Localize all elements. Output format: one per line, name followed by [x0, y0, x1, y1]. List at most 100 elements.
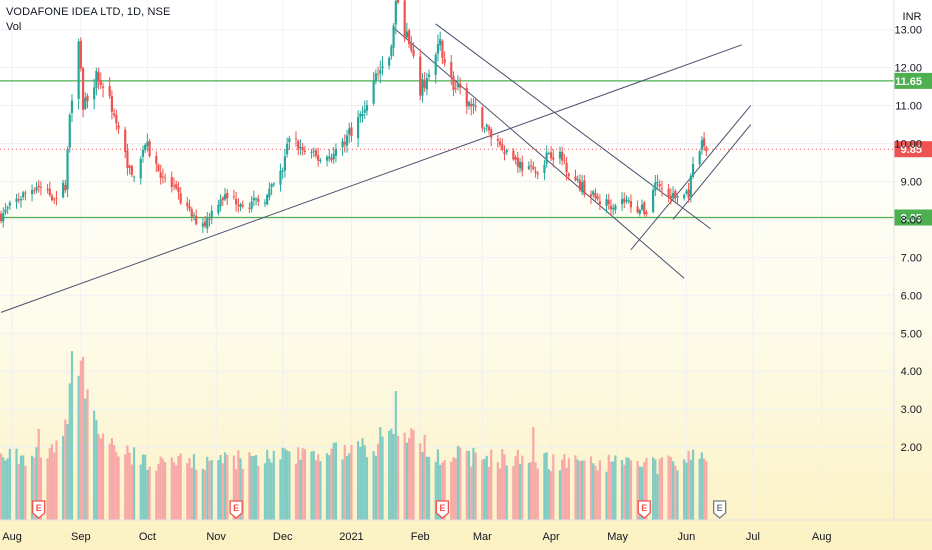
volume-bar	[552, 454, 555, 520]
volume-bar	[470, 466, 473, 520]
candle-body	[161, 176, 165, 178]
candle-body	[126, 150, 129, 168]
candle-body	[332, 153, 335, 160]
volume-bar	[30, 455, 34, 520]
candle	[408, 28, 411, 49]
candle	[625, 195, 628, 204]
candle	[700, 136, 704, 155]
candle-body	[516, 157, 519, 167]
volume-bar	[132, 447, 136, 520]
candle-body	[157, 164, 160, 172]
volume-bar	[589, 456, 593, 520]
candle	[689, 173, 692, 203]
volume-bar	[6, 458, 9, 520]
volume-bar	[206, 456, 209, 520]
volume-bar	[643, 462, 646, 520]
volume-bar	[372, 451, 375, 520]
candle	[24, 190, 27, 201]
volume-bar	[465, 450, 468, 520]
candle	[99, 72, 102, 90]
volume-bar	[170, 457, 173, 520]
time-axis[interactable]: Aug Sep Oct Nov Dec 2021 Feb Mar Apr May Jun Jul Aug	[0, 519, 932, 543]
candle	[532, 161, 535, 171]
earnings-marker: E	[435, 500, 450, 519]
time-tick-label: Nov	[206, 531, 226, 543]
candle	[561, 146, 564, 166]
volume-bar	[130, 464, 133, 520]
candle-body	[607, 199, 610, 205]
candle-body	[48, 188, 51, 196]
volume-bar	[50, 444, 54, 520]
volume-bar	[84, 398, 87, 520]
candle	[583, 175, 586, 198]
volume-bar	[250, 456, 253, 520]
volume-bar	[319, 461, 322, 520]
candle-body	[359, 113, 362, 117]
volume-bar	[472, 447, 475, 520]
price-tick-label: 5.00	[901, 328, 922, 340]
trend-lines[interactable]	[0, 23, 752, 313]
candle	[319, 158, 322, 164]
volume-bar	[303, 448, 306, 520]
candle	[425, 72, 428, 96]
candle	[210, 205, 213, 225]
candle	[317, 147, 320, 167]
candle-body	[128, 165, 131, 168]
volume-bar	[283, 448, 287, 520]
volume-bar	[208, 461, 211, 520]
volume-bar	[596, 470, 599, 520]
volume-bar	[629, 460, 633, 520]
candle	[676, 194, 679, 204]
volume-bar	[683, 459, 686, 520]
candle-body	[652, 190, 655, 212]
candle	[8, 200, 11, 210]
candle-body	[195, 216, 198, 225]
candle-body	[452, 76, 455, 90]
candle-body	[79, 40, 82, 69]
volume-bar	[190, 467, 193, 520]
volume-bar	[22, 455, 25, 520]
candle	[279, 163, 282, 192]
volume-bar	[115, 452, 118, 520]
candle-body	[503, 151, 506, 155]
candle	[609, 199, 613, 216]
volume-bar	[64, 419, 67, 520]
candle-body	[17, 199, 20, 201]
candle-body	[113, 113, 116, 116]
candle-body	[30, 190, 34, 194]
earnings-marker-shape	[637, 500, 651, 519]
candle-body	[235, 199, 238, 205]
candle-body	[66, 149, 69, 190]
candle	[623, 192, 626, 209]
volume-bar	[671, 461, 675, 520]
volume-bar	[396, 435, 400, 520]
candle	[474, 98, 477, 112]
candle-body	[372, 80, 375, 104]
candle	[592, 189, 595, 198]
candle	[144, 143, 147, 154]
candle-body	[636, 206, 639, 213]
candle-body	[501, 144, 504, 151]
volume-bar	[574, 455, 577, 520]
horizontal-levels[interactable]: 11.65 8.05 9.85	[0, 72, 932, 226]
volume-bar	[419, 443, 422, 520]
candle-body	[436, 44, 440, 54]
candle	[281, 167, 284, 180]
candle	[581, 174, 584, 196]
candle-body	[257, 198, 260, 202]
volume-bar	[195, 469, 198, 520]
candle	[379, 60, 382, 84]
volume-bar	[374, 455, 377, 520]
price-axis[interactable]: INR 2.00 3.00 4.00 5.00 6.00 7.00 8.00 9.00 10.0…	[893, 0, 932, 520]
candle	[141, 145, 145, 163]
candle	[683, 193, 686, 201]
volume-bar	[62, 435, 65, 520]
candle	[343, 134, 346, 153]
volume-bar	[157, 463, 160, 520]
volume-bar	[439, 464, 442, 520]
candle	[363, 100, 366, 119]
candle-body	[549, 152, 553, 159]
candle	[376, 66, 380, 80]
